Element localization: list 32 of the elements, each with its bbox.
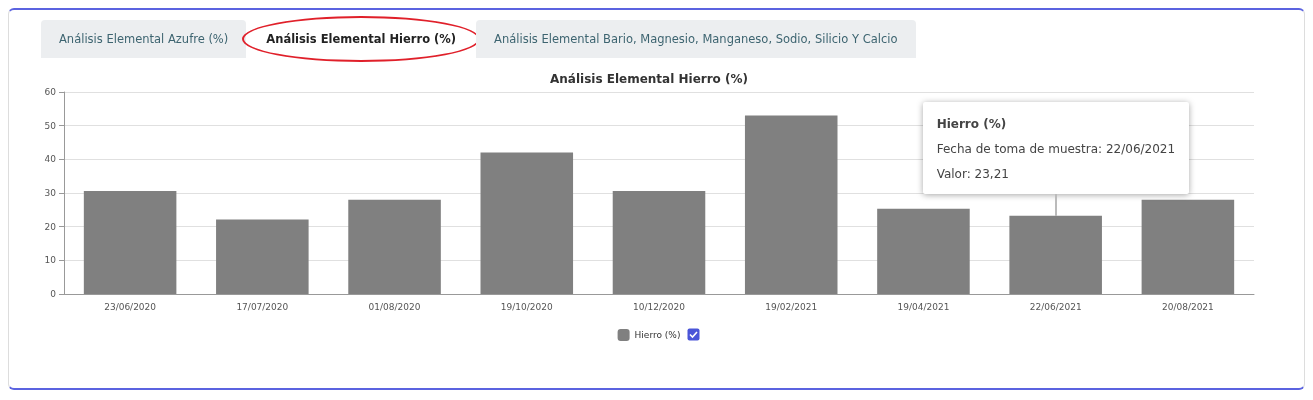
annotation: Hierro (%) Fecha de toma de muestra: 22/06/2021 Valor: 23,21 bbox=[936, 115, 1176, 183]
y-tick-label: 0 bbox=[50, 289, 57, 299]
x-tick-label: 23/06/2020 bbox=[104, 301, 157, 312]
bar bbox=[83, 190, 177, 294]
text: Análisis Elemental Bario, Magnesio, Manganeso, Sodio, Silicio Y Calcio bbox=[476, 20, 916, 58]
x-tick-label: 10/12/2020 bbox=[633, 301, 686, 312]
x-tick-label: 17/07/2020 bbox=[236, 301, 289, 312]
chart-title: Análisis Elemental Hierro (%) bbox=[549, 72, 749, 86]
text: Análisis Elemental Hierro (%) bbox=[248, 20, 475, 58]
x-tick-label: 19/10/2020 bbox=[500, 301, 553, 312]
bar bbox=[1141, 199, 1235, 294]
y-tick-label: 60 bbox=[44, 87, 57, 97]
text: Análisis Elemental Azufre (%) bbox=[41, 20, 247, 58]
bar bbox=[348, 199, 441, 294]
y-tick-label: 20 bbox=[44, 221, 57, 232]
y-tick-label: 40 bbox=[44, 154, 57, 165]
tooltip-callout: Hierro (%) Fecha de toma de muestra: 22/06/2021 Valor: 23,21 bbox=[922, 101, 1189, 216]
y-tick-label: 10 bbox=[44, 255, 57, 266]
y-tick-label: 50 bbox=[44, 120, 57, 131]
x-tick-label: 01/08/2020 bbox=[368, 301, 421, 312]
x-tick-label: 22/06/2021 bbox=[1029, 301, 1082, 312]
y-tick-label: 30 bbox=[44, 188, 57, 198]
x-tick-label: 19/02/2021 bbox=[765, 301, 818, 312]
x-tick-label: 20/08/2021 bbox=[1161, 301, 1214, 312]
bar bbox=[480, 152, 574, 294]
x-tick-label: 19/04/2021 bbox=[897, 301, 950, 312]
bar bbox=[877, 208, 970, 294]
bar bbox=[612, 190, 706, 294]
bar bbox=[744, 115, 838, 294]
legend-label: Hierro (%) bbox=[634, 330, 681, 340]
bar bbox=[1009, 215, 1102, 294]
bar bbox=[216, 219, 309, 294]
